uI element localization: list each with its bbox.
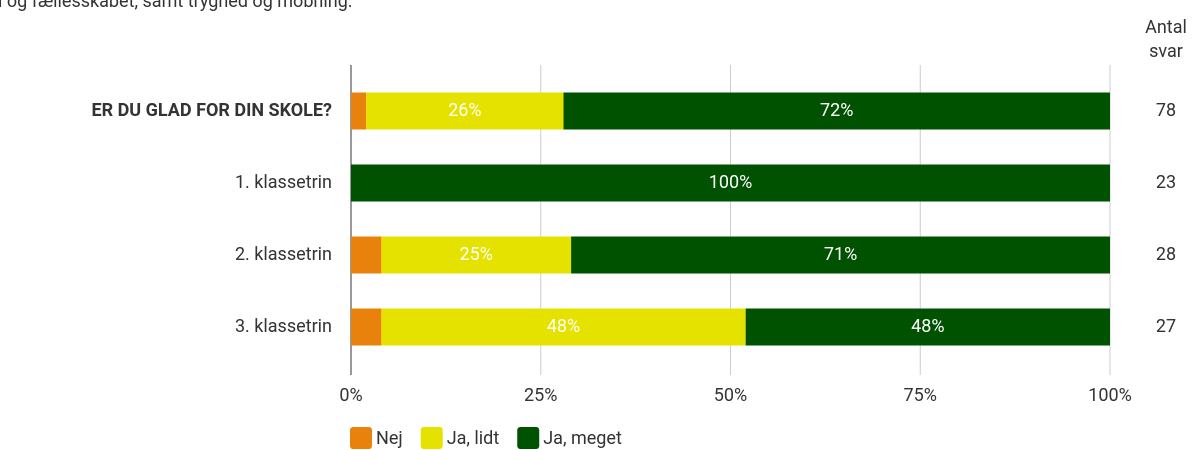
x-tick-label: 50%	[714, 385, 747, 406]
value-label: 72%	[820, 100, 853, 121]
bar-segment	[745, 308, 1110, 346]
value-label: 100%	[709, 172, 753, 193]
bar-segment	[351, 236, 382, 274]
value-label: 71%	[824, 244, 857, 265]
value-label: 48%	[547, 316, 580, 337]
bar-segment	[351, 308, 382, 346]
legend-label: Nej	[376, 428, 403, 449]
value-label: 25%	[460, 244, 493, 265]
bar-segment	[366, 92, 564, 130]
bar-segment	[571, 236, 1110, 274]
bar-segment	[351, 92, 367, 130]
legend-swatch	[350, 427, 372, 449]
bar-segment	[381, 308, 746, 346]
category-label: ER DU GLAD FOR DIN SKOLE?	[91, 100, 332, 121]
counts-header: Antal	[1145, 17, 1187, 38]
value-label: 26%	[448, 100, 481, 121]
bar-segment	[351, 164, 1110, 202]
category-label: 1. klassetrin	[235, 172, 332, 193]
bar-segment	[381, 236, 572, 274]
legend-swatch	[517, 427, 540, 449]
legend-label: Ja, lidt	[447, 428, 500, 449]
x-tick-label: 75%	[904, 385, 937, 406]
count-label: 78	[1156, 100, 1176, 121]
x-tick-label: 25%	[524, 385, 557, 406]
category-label: 2. klassetrin	[235, 244, 332, 265]
count-label: 23	[1156, 172, 1176, 193]
subtitle: i og fællesskabet, samt tryghed og mobni…	[0, 0, 353, 12]
value-label: 48%	[911, 316, 944, 337]
legend-label: Ja, meget	[543, 428, 622, 449]
counts-header: svar	[1149, 41, 1183, 62]
count-label: 27	[1156, 316, 1176, 337]
bar-segment	[563, 92, 1110, 130]
x-tick-label: 100%	[1088, 385, 1132, 406]
category-label: 3. klassetrin	[235, 316, 332, 337]
count-label: 28	[1156, 244, 1176, 265]
legend-swatch	[420, 427, 443, 449]
x-tick-label: 0%	[339, 385, 362, 406]
